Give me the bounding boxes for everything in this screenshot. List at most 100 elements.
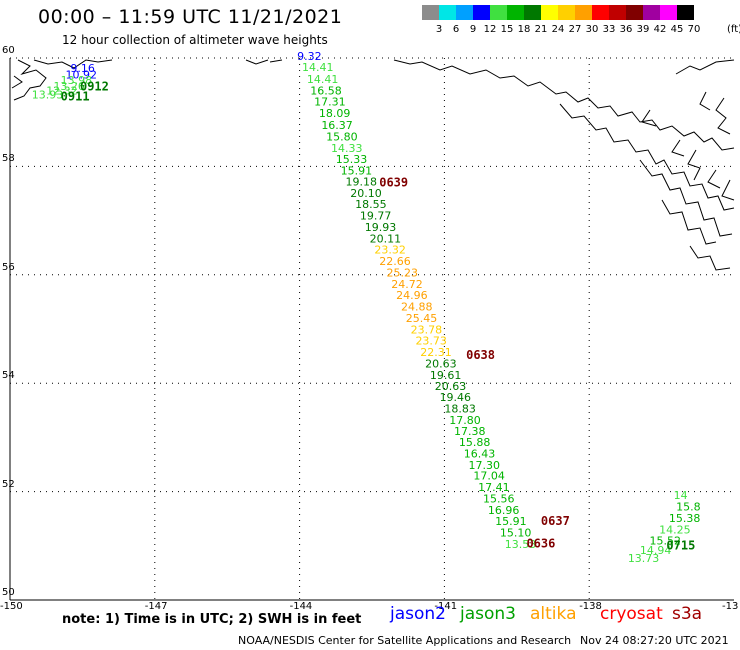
wave-height-value: 13.73 — [628, 552, 660, 565]
wave-height-value: 17.41 — [478, 481, 510, 494]
wave-height-value: 25.45 — [406, 312, 438, 325]
wave-height-value: 14.94 — [640, 544, 672, 557]
pass-time-label: 0638 — [466, 348, 495, 362]
chart-subtitle: 12 hour collection of altimeter wave hei… — [62, 33, 328, 47]
lat-label: 56 — [2, 261, 15, 273]
scale-label: 6 — [452, 24, 460, 35]
wave-height-value: 19.93 — [365, 221, 397, 234]
lon-label: -144 — [289, 601, 313, 612]
lat-label: 58 — [2, 153, 15, 165]
wave-height-value: 20.63 — [435, 380, 467, 393]
wave-height-value: 22.66 — [379, 255, 411, 268]
scale-swatch — [490, 5, 507, 20]
pass-time-label: 0715 — [666, 539, 695, 553]
wave-height-value: 24.88 — [401, 301, 433, 314]
wave-height-value: 15.52 — [650, 535, 682, 548]
wave-height-value: 17.38 — [454, 425, 486, 438]
wave-height-value: 15.38 — [669, 512, 701, 525]
scale-label: 9 — [469, 24, 477, 35]
scale-swatch — [592, 5, 609, 20]
lon-label: -13 — [722, 601, 739, 612]
pass-time-label: 0912 — [80, 80, 109, 94]
scale-swatch — [626, 5, 643, 20]
wave-height-value: 17.31 — [314, 96, 346, 109]
wave-height-value: 12.32 — [46, 84, 77, 97]
satellite-cryosat: cryosat — [600, 604, 663, 624]
scale-label: 24 — [551, 24, 565, 35]
chart-title: 00:00 – 11:59 UTC 11/21/2021 — [38, 6, 343, 28]
wave-height-value: 9.32 — [297, 50, 322, 63]
pass-time-label: 0636 — [526, 536, 555, 550]
satellite-altika: altika — [530, 604, 577, 624]
pass-time-label: 0637 — [541, 514, 570, 528]
wave-height-value: 15.10 — [500, 527, 532, 540]
scale-label: 12 — [483, 24, 497, 35]
track-0638: 20.6319.6120.6319.4618.8317.8017.3815.88… — [425, 357, 536, 550]
wave-height-value: 16.37 — [321, 119, 353, 132]
footer-credit: NOAA/NESDIS Center for Satellite Applica… — [238, 634, 572, 647]
satellite-jason2: jason2 — [390, 604, 446, 624]
satellite-jason3: jason3 — [460, 604, 516, 624]
wave-height-value: 24.96 — [396, 289, 428, 302]
scale-label: 3 — [435, 24, 443, 35]
scale-label: 36 — [619, 24, 633, 35]
wave-height-value: 15.33 — [336, 153, 368, 166]
wave-height-value: 15.8 — [676, 501, 701, 514]
lat-label: 60 — [2, 45, 15, 56]
scale-swatch — [660, 5, 677, 20]
scale-swatch — [524, 5, 541, 20]
wave-height-value: 25.23 — [386, 266, 418, 279]
wave-height-value: 22.31 — [420, 346, 452, 359]
scale-label: 27 — [568, 24, 582, 35]
wave-height-value: 16.43 — [464, 447, 496, 460]
coastline — [11, 59, 735, 271]
wave-height-value: 17.30 — [469, 459, 501, 472]
lon-label: -141 — [434, 601, 458, 612]
scale-swatch — [439, 5, 456, 20]
scale-label: 39 — [636, 24, 650, 35]
lat-lon-grid — [10, 57, 734, 601]
scale-swatch — [507, 5, 524, 20]
scale-swatch — [643, 5, 660, 20]
lat-label: 50 — [2, 587, 15, 598]
scale-swatch — [456, 5, 473, 20]
color-scale-unit: (ft) — [727, 24, 740, 35]
wave-height-value: 19.77 — [360, 210, 392, 223]
wave-height-value: 15.56 — [483, 492, 514, 505]
scale-label: 18 — [517, 24, 531, 35]
wave-height-value: 14 — [674, 489, 688, 502]
scale-label: 70 — [687, 24, 701, 35]
scale-label: 45 — [670, 24, 684, 35]
scale-label: 21 — [534, 24, 548, 35]
pass-time-label: 0911 — [61, 89, 90, 103]
wave-height-value: 13.26 — [53, 80, 85, 93]
lat-label: 52 — [2, 478, 15, 490]
wave-height-value: 23.78 — [411, 323, 443, 336]
wave-height-value: 14.33 — [331, 142, 363, 155]
wave-height-value: 10.92 — [66, 69, 98, 82]
wave-height-value: 15.80 — [326, 130, 358, 143]
scale-swatch — [541, 5, 558, 20]
lon-label: -147 — [144, 601, 168, 612]
scale-label: 42 — [653, 24, 667, 35]
scale-swatch — [575, 5, 592, 20]
wave-height-value: 18.83 — [444, 402, 476, 415]
wave-height-value: 16.96 — [488, 504, 519, 517]
scale-swatch — [677, 5, 694, 20]
lat-label: 54 — [2, 370, 15, 382]
scale-swatch — [558, 5, 575, 20]
wave-height-value: 15.91 — [495, 515, 526, 528]
track-0639: 9.3214.4114.4116.5817.3118.0916.3715.801… — [297, 50, 452, 359]
lon-label: -138 — [579, 601, 602, 612]
scale-swatch — [473, 5, 490, 20]
wave-height-value: 9.16 — [70, 62, 95, 75]
footer-timestamp: Nov 24 08:27:20 UTC 2021 — [580, 634, 729, 647]
wave-height-value: 13.93 — [32, 89, 64, 102]
wave-height-value: 13.98 — [61, 74, 93, 87]
wave-height-value: 23.73 — [415, 335, 447, 348]
